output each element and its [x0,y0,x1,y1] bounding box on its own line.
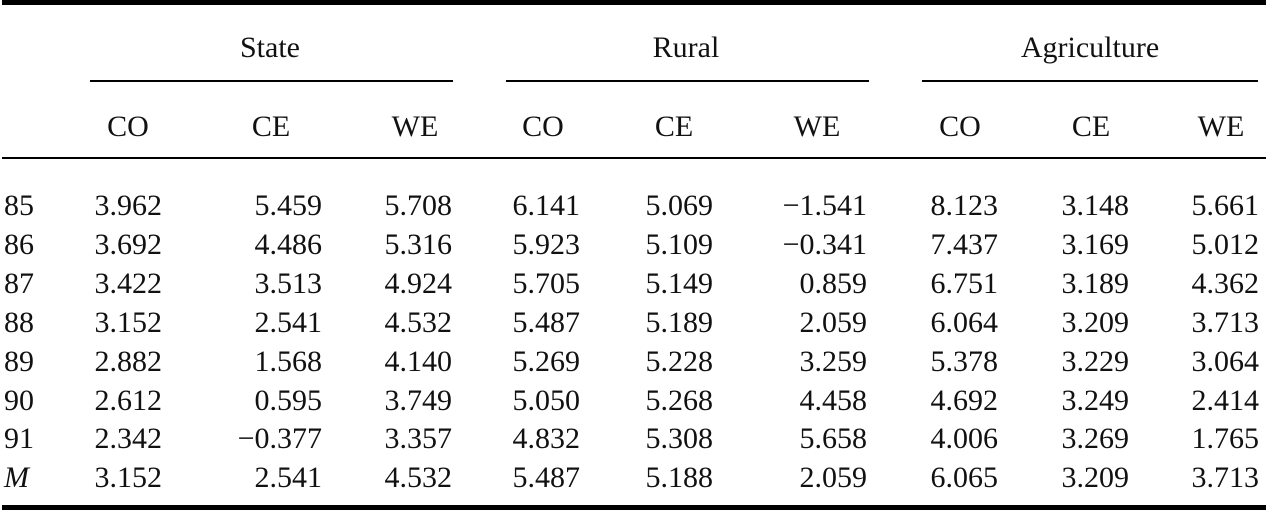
table-cell: −0.377 [237,422,322,455]
table-cell: 6.751 [930,267,999,300]
table-cell: 1.568 [254,345,323,378]
group-rule-rural [506,80,869,82]
table-cell: 3.749 [384,384,453,417]
table-top-rule [2,0,1266,5]
table-cell: 3.209 [1061,306,1130,339]
col-header-agri-ce: CE [1071,110,1111,143]
table-cell: 4.692 [930,384,999,417]
table-cell: 5.269 [512,345,581,378]
row-label: 88 [4,306,34,339]
table-cell: 4.140 [384,345,453,378]
table-cell: 1.765 [1191,422,1260,455]
table-cell: 5.050 [512,384,581,417]
table-cell: 3.422 [94,267,163,300]
table-cell: 3.189 [1061,267,1130,300]
table-cell: 2.059 [799,461,868,494]
table-cell: 5.012 [1191,228,1260,261]
table-cell: 7.437 [930,228,999,261]
row-label: 91 [4,422,34,455]
table-cell: 5.378 [930,345,999,378]
table-cell: 5.109 [645,228,714,261]
table-cell: 4.532 [384,461,453,494]
table-cell: 3.513 [254,267,323,300]
table-cell: 6.065 [930,461,999,494]
group-rule-agriculture [922,80,1258,82]
table-cell: 3.269 [1061,422,1130,455]
col-header-rural-co: CO [522,110,564,143]
table-cell: 4.458 [799,384,868,417]
row-label: 90 [4,384,34,417]
table-cell: 2.541 [254,461,323,494]
table-cell: 3.259 [799,345,868,378]
table-cell: 5.189 [645,306,714,339]
table-cell: 4.924 [384,267,453,300]
table-cell: 4.532 [384,306,453,339]
table-cell: 5.705 [512,267,581,300]
table-cell: 5.487 [512,306,581,339]
table-cell: 5.459 [254,189,323,222]
table-cell: 5.069 [645,189,714,222]
table-cell: 3.962 [94,189,163,222]
table-header-rule [2,157,1266,159]
group-header-state: State [240,31,300,64]
table-cell: 5.487 [512,461,581,494]
table-cell: 3.064 [1191,345,1260,378]
table-cell: 5.923 [512,228,581,261]
table-cell: 5.316 [384,228,453,261]
table-cell: 3.249 [1061,384,1130,417]
table-cell: 6.141 [512,189,581,222]
col-header-agri-we: WE [1197,110,1245,143]
table-cell: 3.357 [384,422,453,455]
table-cell: 5.661 [1191,189,1260,222]
table-cell: 3.152 [94,461,163,494]
table-cell: 3.713 [1191,306,1260,339]
row-label: 87 [4,267,34,300]
table-cell: 3.692 [94,228,163,261]
table-cell: 4.486 [254,228,323,261]
row-label: 85 [4,189,34,222]
table-cell: 0.595 [254,384,323,417]
table-cell: 3.152 [94,306,163,339]
table-cell: 5.308 [645,422,714,455]
col-header-rural-we: WE [793,110,841,143]
table-cell: 5.658 [799,422,868,455]
group-header-agriculture: Agriculture [1020,31,1160,64]
group-rule-state [90,80,453,82]
row-label: M [4,461,29,494]
row-label: 89 [4,345,34,378]
table-cell: 5.228 [645,345,714,378]
table-cell: 3.169 [1061,228,1130,261]
table-cell: 0.859 [799,267,868,300]
table-cell: 4.832 [512,422,581,455]
table-cell: 4.362 [1191,267,1260,300]
table-cell: 5.268 [645,384,714,417]
col-header-state-ce: CE [251,110,291,143]
table-cell: 2.342 [94,422,163,455]
table-cell: 3.209 [1061,461,1130,494]
table-cell: −1.541 [782,189,867,222]
col-header-state-co: CO [107,110,149,143]
table-cell: 3.713 [1191,461,1260,494]
table-cell: 3.148 [1061,189,1130,222]
table-cell: 5.188 [645,461,714,494]
table-cell: 6.064 [930,306,999,339]
table-cell: 2.882 [94,345,163,378]
table-cell: 2.414 [1191,384,1260,417]
table-cell: 2.059 [799,306,868,339]
col-header-rural-ce: CE [654,110,694,143]
table-bottom-rule [2,505,1266,510]
col-header-state-we: WE [391,110,439,143]
table-cell: 5.149 [645,267,714,300]
group-header-rural: Rural [652,31,720,64]
table-cell: 8.123 [930,189,999,222]
table-cell: 3.229 [1061,345,1130,378]
table-cell: 5.708 [384,189,453,222]
table-cell: 4.006 [930,422,999,455]
table-cell: −0.341 [782,228,867,261]
table-cell: 2.612 [94,384,163,417]
col-header-agri-co: CO [939,110,981,143]
row-label: 86 [4,228,34,261]
table-cell: 2.541 [254,306,323,339]
